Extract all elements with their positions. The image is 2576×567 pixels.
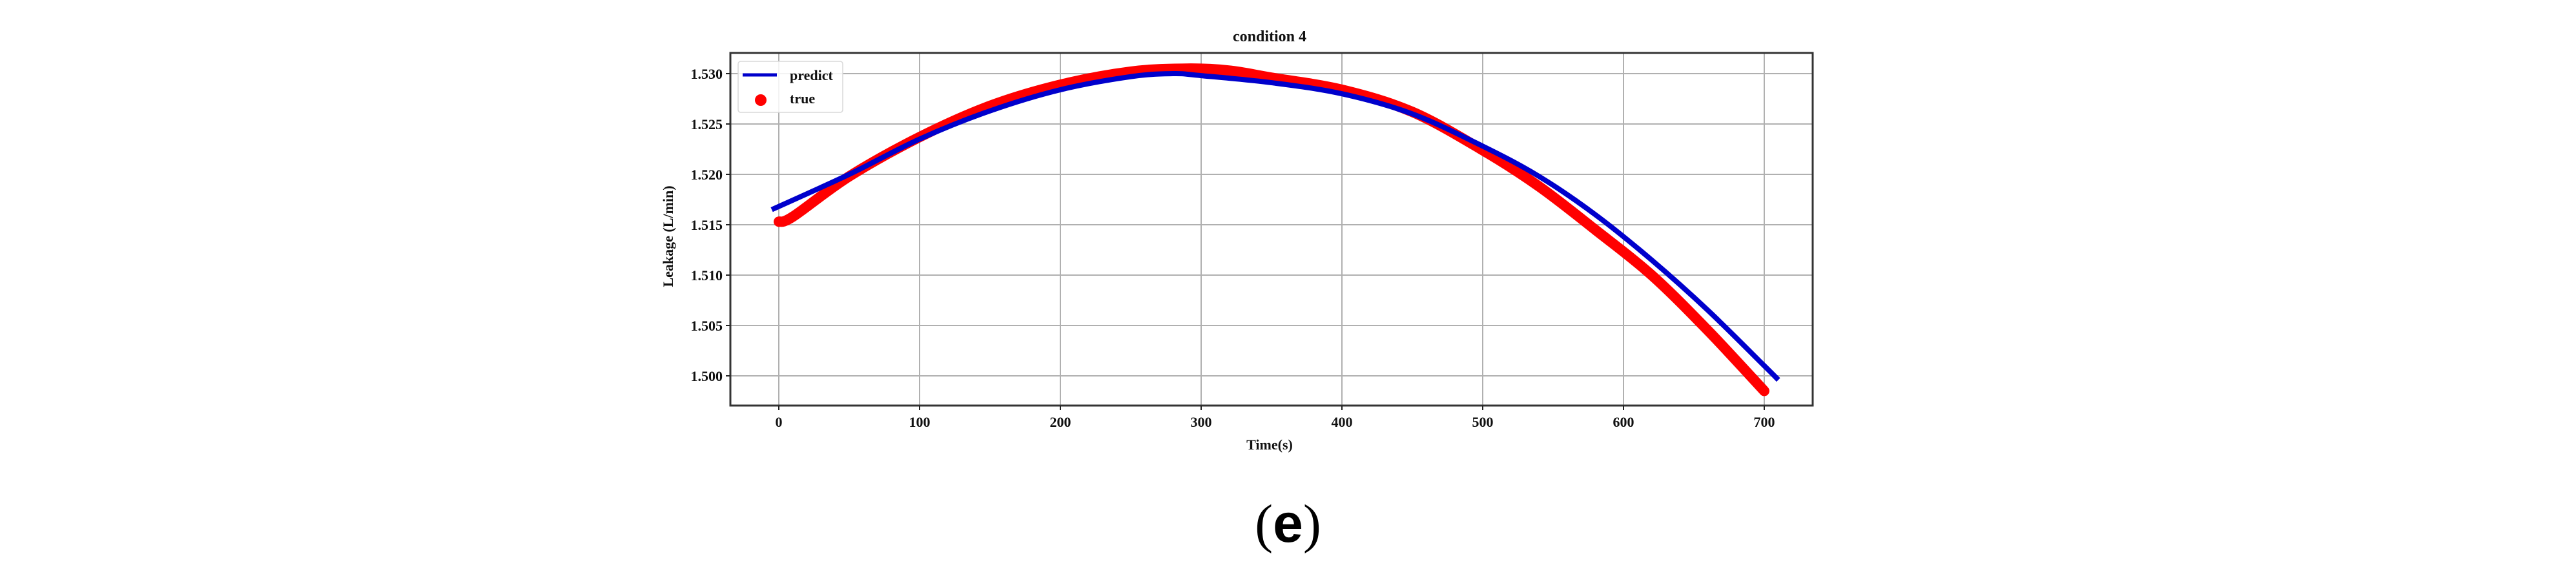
legend-dot-icon <box>755 94 767 106</box>
plot-background <box>730 53 1813 406</box>
x-tick-label: 600 <box>1613 414 1634 430</box>
caption-letter: e <box>1273 493 1303 553</box>
x-tick-label: 700 <box>1754 414 1775 430</box>
legend: predict true <box>737 61 843 113</box>
series-predict <box>770 70 1780 382</box>
axes-frame <box>729 52 1814 407</box>
x-tick-label: 100 <box>909 414 931 430</box>
figure-caption: (e) <box>0 494 2576 553</box>
y-tick-label: 1.510 <box>691 267 723 284</box>
predict-line <box>770 70 1780 382</box>
x-tick-label: 200 <box>1050 414 1071 430</box>
x-axis-ticks: 0 100 200 300 400 500 600 700 <box>776 406 1775 430</box>
y-tick-label: 1.500 <box>691 368 723 384</box>
y-tick-label: 1.505 <box>691 318 723 334</box>
legend-label-true: true <box>790 90 815 107</box>
y-tick-label: 1.530 <box>691 66 723 82</box>
x-tick-label: 300 <box>1191 414 1212 430</box>
x-tick-label: 0 <box>776 414 783 430</box>
caption-paren-open: ( <box>1255 494 1273 554</box>
caption-paren-close: ) <box>1303 494 1321 554</box>
y-tick-label: 1.515 <box>691 217 723 233</box>
y-tick-label: 1.525 <box>691 116 723 132</box>
x-tick-label: 400 <box>1332 414 1353 430</box>
x-axis-label: Time(s) <box>1246 437 1293 453</box>
legend-label-predict: predict <box>790 67 833 83</box>
x-tick-label: 500 <box>1472 414 1494 430</box>
y-axis-ticks: 1.500 1.505 1.510 1.515 1.520 1.525 1.530 <box>691 66 730 384</box>
grid-lines <box>730 53 1813 406</box>
plot-area: 0 100 200 300 400 500 600 700 1.5001.5051.5101.… <box>691 52 1814 430</box>
y-tick-label: 1.520 <box>691 167 723 183</box>
y-axis-label: Leakage (L/min) <box>660 185 676 287</box>
chart-title: condition 4 <box>1233 28 1306 45</box>
